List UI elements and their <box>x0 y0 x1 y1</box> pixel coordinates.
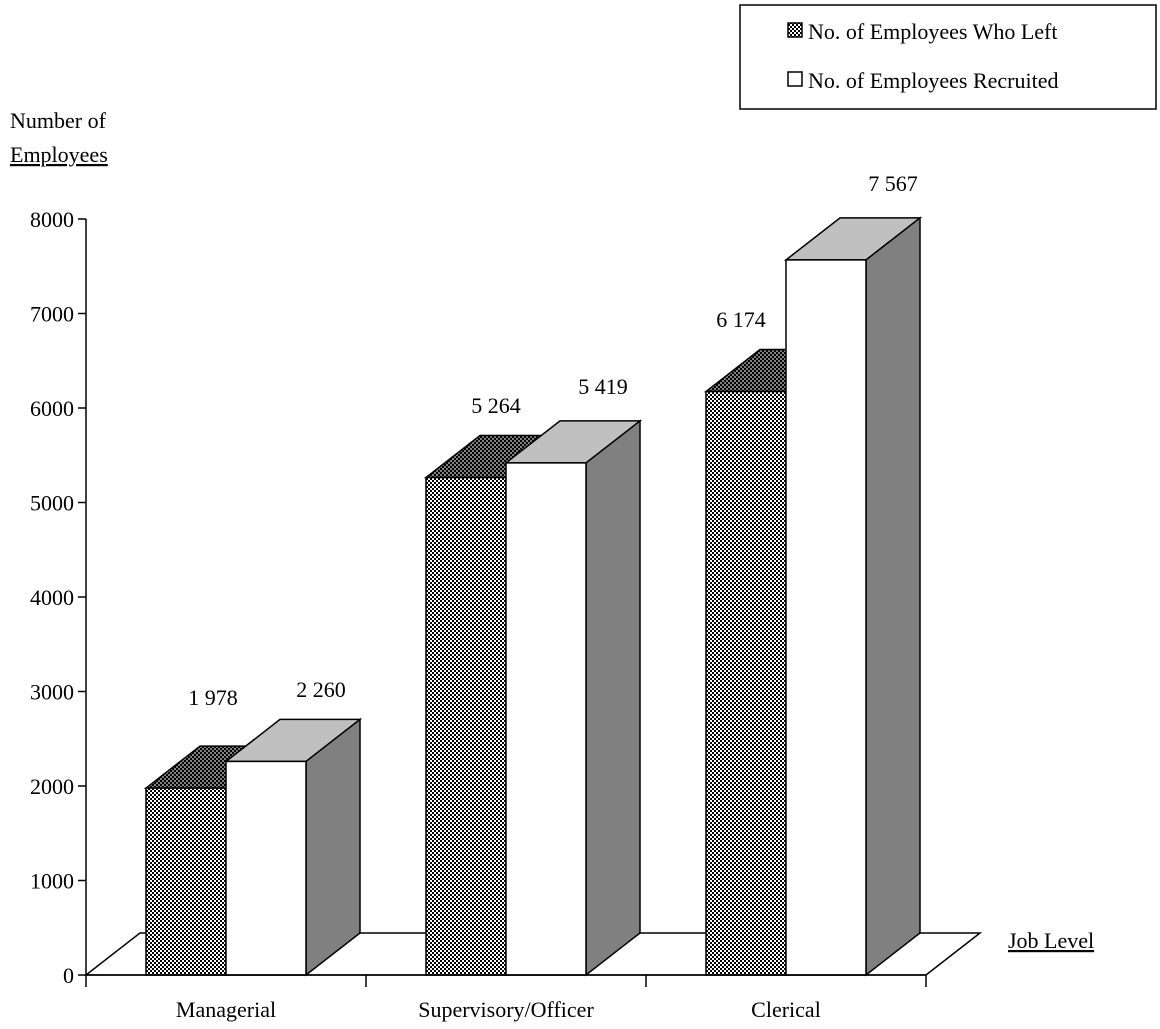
bar-side <box>305 717 361 977</box>
legend-swatch-recruited <box>787 71 803 87</box>
y-tick-label: 3000 <box>30 680 74 705</box>
value-label: 7 567 <box>868 171 918 196</box>
bar-side <box>585 419 641 977</box>
category-label: Supervisory/Officer <box>418 997 594 1022</box>
value-label: 5 264 <box>471 393 521 418</box>
x-axis: Managerial Supervisory/Officer Clerical <box>85 974 927 1022</box>
y-tick-label: 8000 <box>30 207 74 232</box>
legend-label-recruited: No. of Employees Recruited <box>808 68 1059 93</box>
y-axis-title-line1: Number of <box>10 108 107 133</box>
value-label: 6 174 <box>716 307 766 332</box>
y-tick-label: 2000 <box>30 774 74 799</box>
y-tick-label: 6000 <box>30 396 74 421</box>
legend-label-left: No. of Employees Who Left <box>808 19 1057 44</box>
bar-recruited <box>225 760 307 976</box>
x-axis-title: Job Level <box>1008 928 1094 953</box>
y-tick-label: 1000 <box>30 869 74 894</box>
legend-swatch-left <box>787 22 803 38</box>
bar-recruited <box>785 259 867 976</box>
value-label: 5 419 <box>578 374 628 399</box>
legend: No. of Employees Who Left No. of Employe… <box>739 4 1157 110</box>
y-tick-label: 7000 <box>30 302 74 327</box>
y-tick-label: 5000 <box>30 491 74 516</box>
legend-box <box>739 4 1157 110</box>
bar-left <box>425 476 507 976</box>
bar-side <box>865 216 921 977</box>
category-label: Clerical <box>751 997 821 1022</box>
value-label: 2 260 <box>296 677 346 702</box>
y-axis: 0 1000 2000 3000 4000 5000 6000 7000 8000 <box>30 207 87 988</box>
bar-left <box>145 787 227 976</box>
value-label: 1 978 <box>188 685 238 710</box>
bar-recruited <box>505 462 587 976</box>
y-axis-title-line2: Employees <box>10 142 108 167</box>
bars: 1 978 2 260 5 264 5 419 6 174 7 567 <box>143 171 923 977</box>
category-label: Managerial <box>176 997 276 1022</box>
y-tick-label: 4000 <box>30 585 74 610</box>
y-tick-label: 0 <box>63 963 74 988</box>
bar-left <box>705 390 787 976</box>
